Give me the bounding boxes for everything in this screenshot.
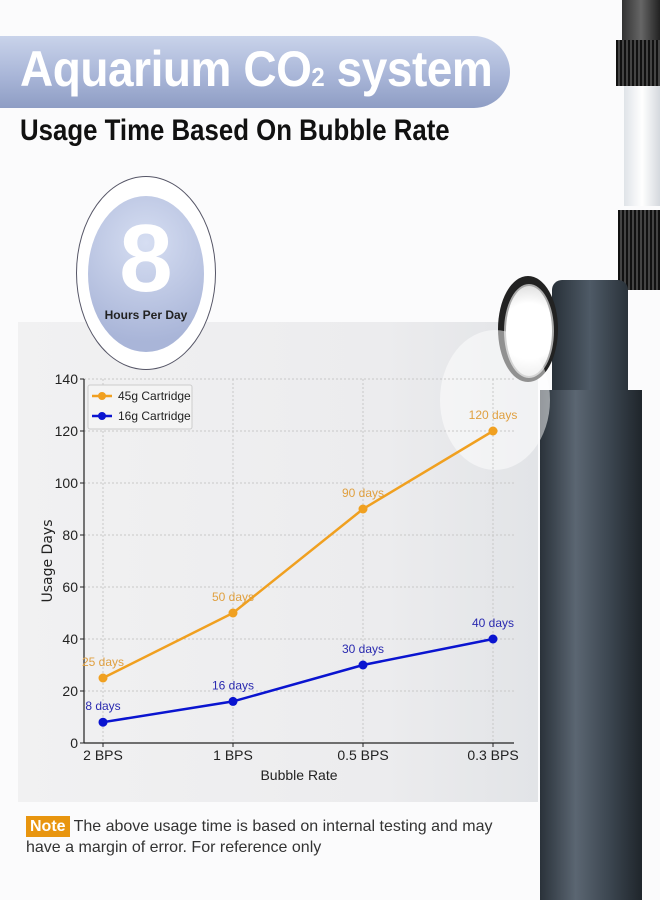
hours-number: 8 bbox=[119, 205, 173, 312]
legend-marker bbox=[98, 392, 106, 400]
data-point bbox=[488, 634, 498, 644]
y-tick-label: 140 bbox=[55, 371, 79, 387]
legend-marker bbox=[98, 412, 106, 420]
data-label: 90 days bbox=[342, 486, 384, 500]
legend-label: 45g Cartridge bbox=[118, 389, 191, 403]
data-point bbox=[228, 608, 238, 618]
y-tick-label: 40 bbox=[62, 631, 78, 647]
y-tick-label: 60 bbox=[62, 579, 78, 595]
y-tick-label: 120 bbox=[55, 423, 79, 439]
data-point bbox=[358, 660, 368, 670]
title-banner bbox=[0, 36, 510, 108]
y-tick-label: 0 bbox=[70, 735, 78, 751]
data-label: 25 days bbox=[82, 655, 124, 669]
data-point bbox=[358, 504, 368, 514]
x-tick-label: 0.5 BPS bbox=[337, 747, 388, 763]
data-point bbox=[98, 673, 108, 683]
note-tag: Note bbox=[26, 816, 70, 837]
series-line bbox=[102, 637, 494, 724]
page-title: Aquarium CO2 system bbox=[20, 41, 493, 97]
x-tick-label: 2 BPS bbox=[83, 747, 123, 763]
page-subtitle: Usage Time Based On Bubble Rate bbox=[20, 114, 450, 147]
x-axis-label: Bubble Rate bbox=[260, 767, 337, 783]
data-label: 40 days bbox=[472, 616, 514, 630]
y-tick-label: 100 bbox=[55, 475, 79, 491]
hours-label: Hours Per Day bbox=[104, 308, 188, 322]
x-tick-label: 1 BPS bbox=[213, 747, 253, 763]
legend-box bbox=[87, 384, 193, 430]
series-line bbox=[102, 429, 494, 680]
legend-label: 16g Cartridge bbox=[118, 409, 191, 423]
data-label: 30 days bbox=[342, 642, 384, 656]
data-point bbox=[488, 426, 498, 436]
data-point bbox=[228, 696, 238, 706]
data-label: 120 days bbox=[469, 408, 518, 422]
data-label: 16 days bbox=[212, 678, 254, 692]
data-label: 50 days bbox=[212, 590, 254, 604]
y-axis-label: Usage Days bbox=[40, 519, 56, 602]
data-point bbox=[98, 717, 108, 727]
y-tick-label: 20 bbox=[62, 683, 78, 699]
y-tick-label: 80 bbox=[62, 527, 78, 543]
x-tick-label: 0.3 BPS bbox=[467, 747, 518, 763]
note-text: The above usage time is based on interna… bbox=[26, 818, 493, 856]
hours-badge-fill bbox=[88, 196, 204, 352]
note: Note The above usage time is based on int… bbox=[26, 816, 516, 858]
data-label: 8 days bbox=[85, 699, 120, 713]
